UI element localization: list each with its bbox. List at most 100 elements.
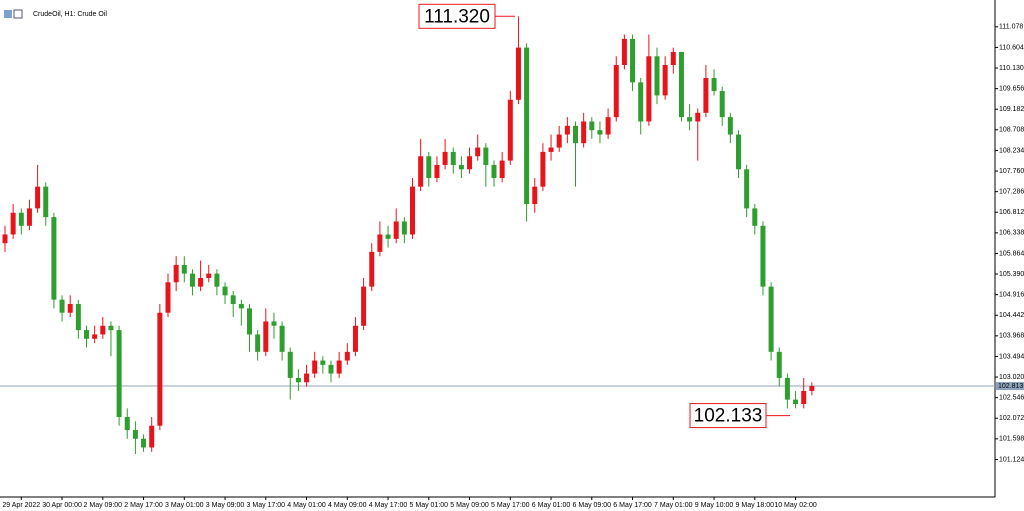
candle-body [418, 156, 424, 187]
candle-body [515, 47, 521, 100]
candle-body [467, 156, 473, 170]
annotation-label: 111.320 [424, 6, 490, 27]
x-tick-label: 2 May 17:00 [124, 502, 163, 509]
candle-body [401, 221, 407, 235]
candle-body [491, 164, 497, 178]
candle-body [263, 321, 269, 352]
candle-body [189, 273, 195, 287]
x-tick-label: 9 May 18:00 [736, 502, 775, 509]
y-tick-label: 105.864 [999, 250, 1024, 257]
candle-body [124, 417, 130, 431]
candle-body [361, 286, 367, 326]
candle-body [75, 304, 81, 331]
candle-body [295, 377, 301, 383]
candle-body [776, 351, 782, 378]
candle-body [247, 308, 252, 335]
x-tick-label: 4 May 09:00 [328, 502, 367, 509]
candle-body [59, 299, 65, 313]
candle-body [230, 295, 236, 305]
candle-body [703, 78, 709, 113]
chart-title: CrudeOil, H1: Crude Oil [33, 11, 107, 18]
candle-body [320, 360, 326, 365]
x-tick-label: 6 May 17:00 [613, 502, 652, 509]
candle-body [613, 64, 619, 118]
candle-body [255, 334, 261, 352]
y-tick-label: 110.604 [999, 44, 1024, 51]
candle-body [768, 286, 774, 352]
candle-body [304, 373, 310, 383]
candle-body [10, 212, 16, 235]
candle-body [573, 125, 578, 144]
candle-body [238, 304, 244, 309]
candle-body [410, 186, 415, 235]
annotation-box [418, 3, 496, 29]
candle-body [736, 134, 741, 170]
candle-body [18, 212, 24, 226]
candle-body [727, 117, 733, 135]
candle-body [483, 147, 489, 165]
candle-body [141, 438, 147, 448]
y-tick-label: 105.390 [999, 271, 1024, 278]
candle-body [638, 82, 644, 122]
y-tick-label: 103.020 [999, 374, 1024, 381]
candle-body [377, 234, 383, 252]
y-tick-label: 103.494 [999, 353, 1024, 360]
candle-body [760, 225, 766, 287]
candle-body [499, 160, 505, 178]
candle-body [149, 425, 155, 448]
candle-body [157, 312, 163, 426]
last-price-label: 102.813 [998, 383, 1023, 390]
candle-body [678, 51, 684, 118]
y-tick-label: 104.916 [999, 291, 1024, 298]
candle-body [589, 121, 595, 131]
candle-body [605, 117, 611, 135]
annotation-label: 102.133 [694, 406, 763, 427]
candle-body [458, 164, 464, 170]
candle-body [312, 360, 318, 374]
candle-body [108, 325, 114, 331]
candle-body [646, 56, 652, 122]
candle-body [67, 304, 73, 313]
candle-body [222, 286, 228, 296]
candle-body [279, 325, 285, 352]
candle-body [475, 147, 481, 157]
x-tick-label: 2 May 09:00 [84, 502, 123, 509]
candle-body [26, 208, 32, 226]
candle-body [173, 264, 179, 283]
x-tick-label: 29 Apr 2022 [2, 502, 40, 509]
candle-body [369, 251, 375, 287]
candle-body [116, 330, 122, 418]
candle-body [784, 377, 790, 400]
candle-body [532, 186, 538, 205]
candle-body [344, 351, 350, 361]
candle-body [540, 151, 546, 187]
y-tick-label: 104.442 [999, 312, 1024, 319]
candle-body [801, 390, 807, 404]
candle-body [35, 186, 41, 209]
candle-body [100, 325, 106, 335]
candle-body [352, 325, 358, 352]
x-tick-label: 4 May 01:00 [287, 502, 326, 509]
candle-body [524, 47, 530, 205]
candle-body [336, 360, 342, 374]
x-tick-label: 3 May 09:00 [206, 502, 245, 509]
candle-body [597, 130, 603, 135]
y-tick-label: 101.124 [999, 456, 1024, 463]
candle-body [271, 321, 277, 326]
y-tick-label: 102.072 [999, 415, 1024, 422]
candle-body [556, 134, 562, 148]
candle-body [181, 264, 187, 274]
y-tick-label: 107.760 [999, 168, 1024, 175]
candle-body [434, 164, 440, 178]
candle-body [287, 351, 293, 378]
candle-body [793, 399, 799, 404]
candle-body [385, 234, 391, 239]
x-tick-label: 3 May 01:00 [165, 502, 204, 509]
icon [13, 9, 23, 19]
candle-body [548, 147, 554, 152]
y-tick-label: 106.812 [999, 209, 1024, 216]
x-tick-label: 10 May 02:00 [774, 502, 817, 509]
icon [4, 10, 12, 18]
x-tick-label: 5 May 09:00 [450, 502, 489, 509]
